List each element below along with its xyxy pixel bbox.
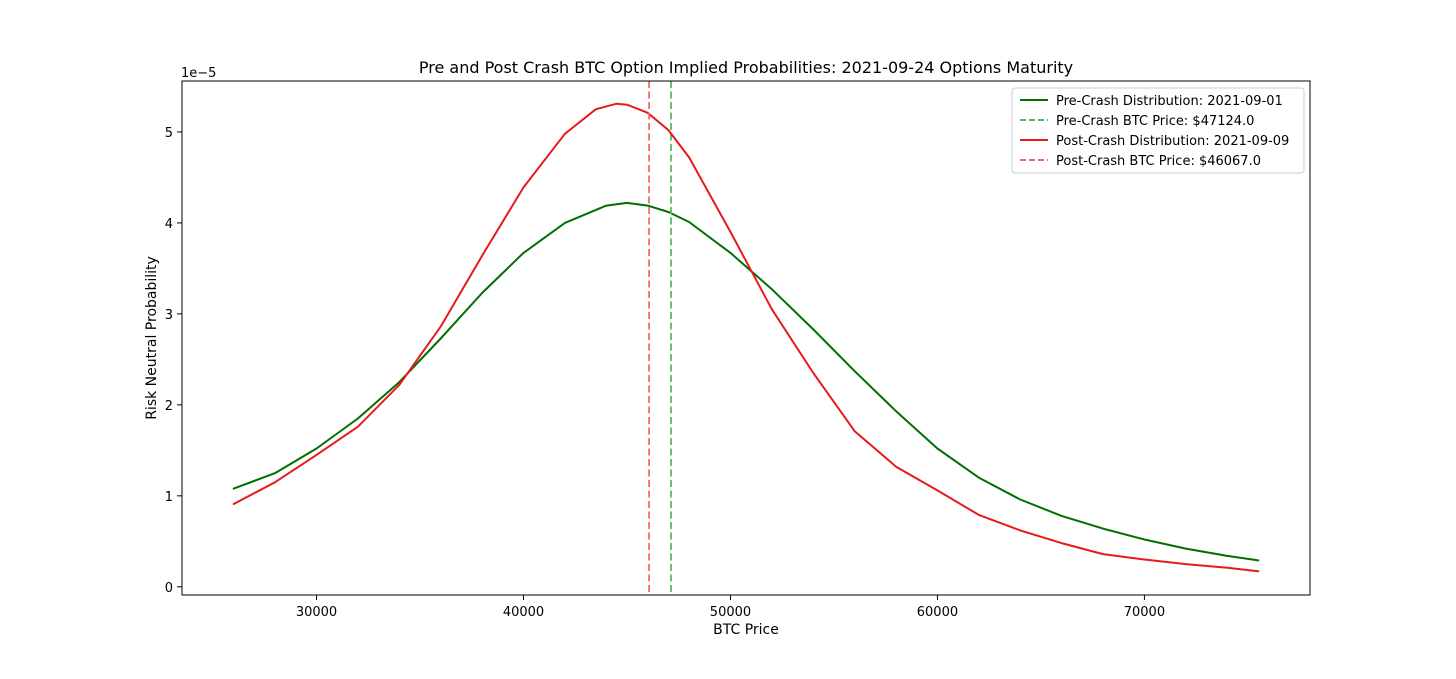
x-tick-label: 70000 — [1124, 605, 1165, 620]
legend-label: Post-Crash Distribution: 2021-09-09 — [1056, 134, 1289, 149]
y-axis-label: Risk Neutral Probability — [144, 256, 160, 420]
x-tick-label: 50000 — [710, 605, 751, 620]
x-tick-label: 40000 — [503, 605, 544, 620]
y-tick-label: 2 — [165, 399, 173, 414]
plot-area — [232, 81, 1260, 595]
legend-label: Post-Crash BTC Price: $46067.0 — [1056, 154, 1261, 169]
y-tick-label: 3 — [165, 308, 173, 323]
y-tick-label: 0 — [165, 581, 173, 596]
legend-box — [1011, 87, 1305, 174]
legend-label: Pre-Crash Distribution: 2021-09-01 — [1056, 94, 1283, 109]
y-tick-label: 4 — [165, 217, 173, 232]
chart-title: Pre and Post Crash BTC Option Implied Pr… — [419, 58, 1073, 77]
pre-crash-distribution-line — [232, 201, 1260, 562]
x-tick-label: 30000 — [296, 605, 337, 620]
x-axis: 30000 40000 50000 60000 70000 — [296, 595, 1165, 620]
plot-frame — [181, 80, 1311, 596]
x-axis-label: BTC Price — [713, 622, 779, 638]
y-axis: 0 1 2 3 4 5 — [165, 126, 182, 596]
post-crash-distribution-line — [232, 102, 1260, 573]
y-tick-label: 5 — [165, 126, 173, 141]
legend-label: Pre-Crash BTC Price: $47124.0 — [1056, 114, 1254, 129]
y-tick-label: 1 — [165, 490, 173, 505]
x-tick-label: 60000 — [917, 605, 958, 620]
legend: Pre-Crash Distribution: 2021-09-01 Pre-Cr… — [1011, 87, 1305, 174]
y-axis-offset-label: 1e−5 — [181, 66, 216, 81]
